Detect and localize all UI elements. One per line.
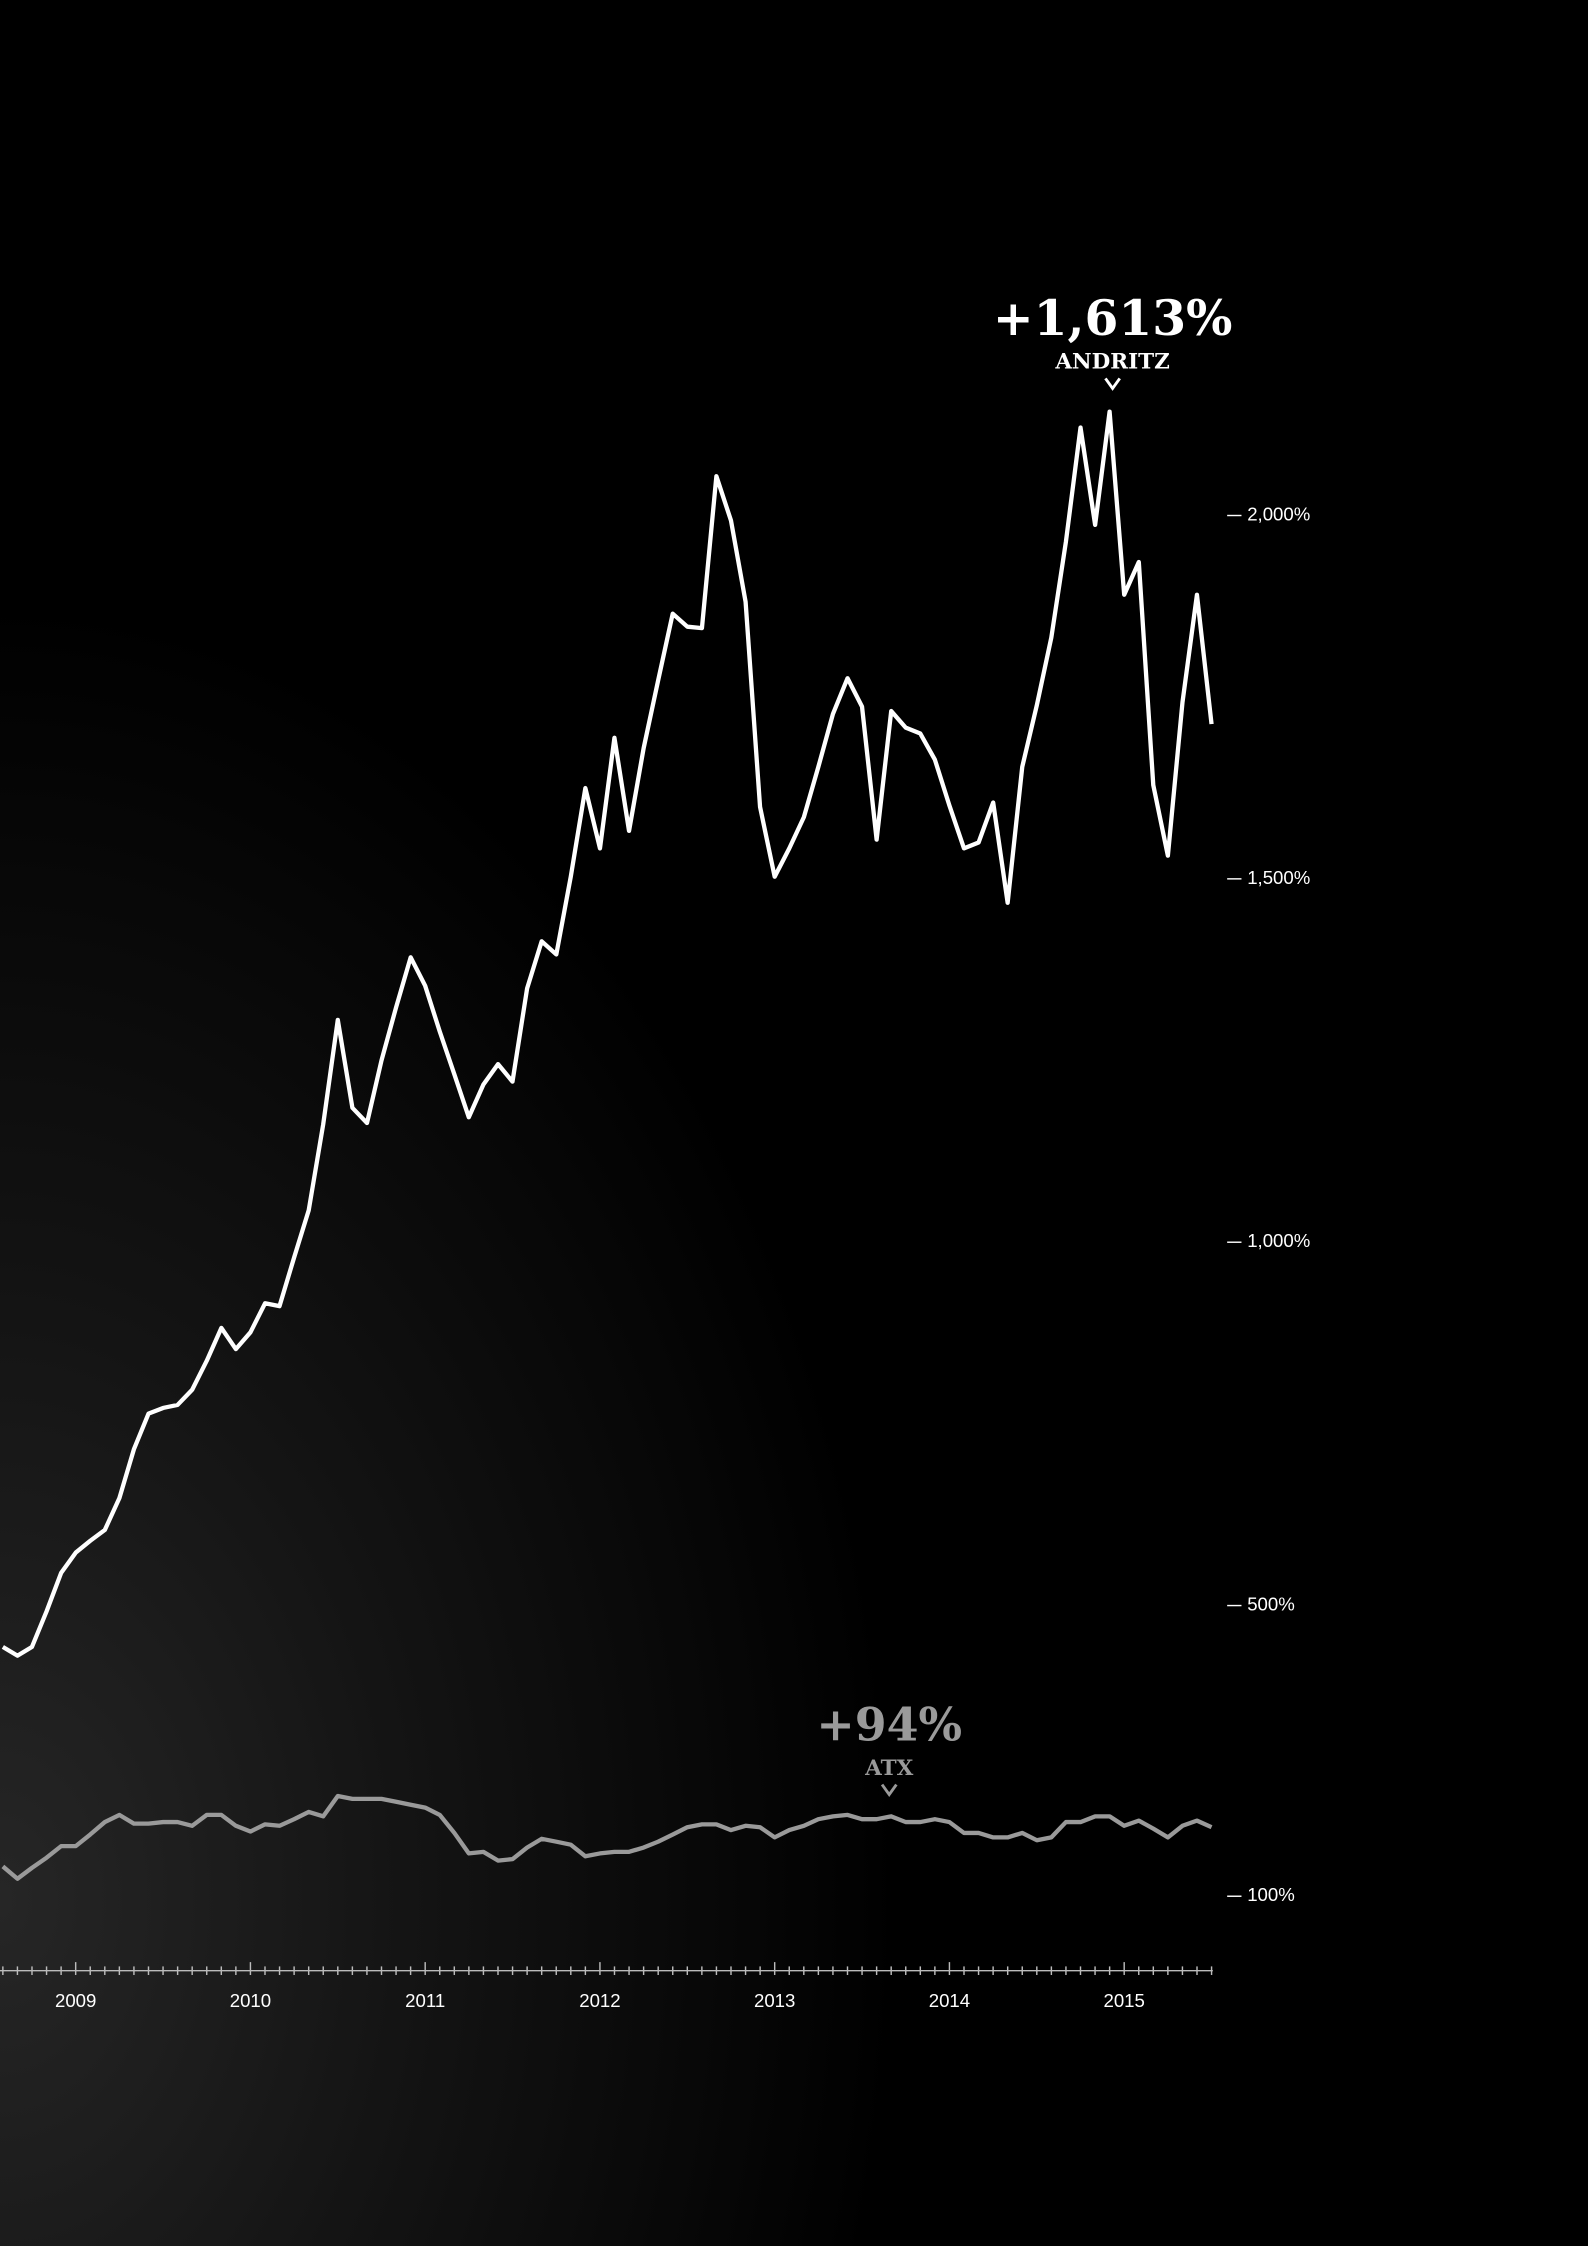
y-tick-label: 100% — [1247, 1884, 1295, 1905]
annotation-value: +1,613% — [993, 290, 1232, 347]
y-tick-label: 1,000% — [1247, 1230, 1310, 1251]
y-tick-label: 500% — [1247, 1593, 1295, 1614]
annotation-pointer — [1104, 377, 1121, 391]
y-tick-label: 2,000% — [1247, 503, 1310, 524]
x-tick-label: 2012 — [579, 1990, 620, 2011]
x-tick-label: 2011 — [405, 1990, 445, 2011]
y-tick-label: 1,500% — [1247, 867, 1310, 888]
series-line — [1, 409, 1214, 1658]
annotation-value: +94% — [816, 1698, 962, 1752]
x-tick-label: 2015 — [1103, 1990, 1144, 2011]
annotation-label: ATX — [864, 1756, 913, 1781]
x-tick-label: 2013 — [754, 1990, 795, 2011]
annotation-pointer — [880, 1783, 898, 1798]
x-tick-label: 2009 — [55, 1990, 96, 2011]
series-line — [1, 1793, 1213, 1881]
x-tick-label: 2010 — [230, 1990, 271, 2011]
x-tick-label: 2014 — [929, 1990, 970, 2011]
annotation-label: ANDRITZ — [1054, 350, 1169, 375]
